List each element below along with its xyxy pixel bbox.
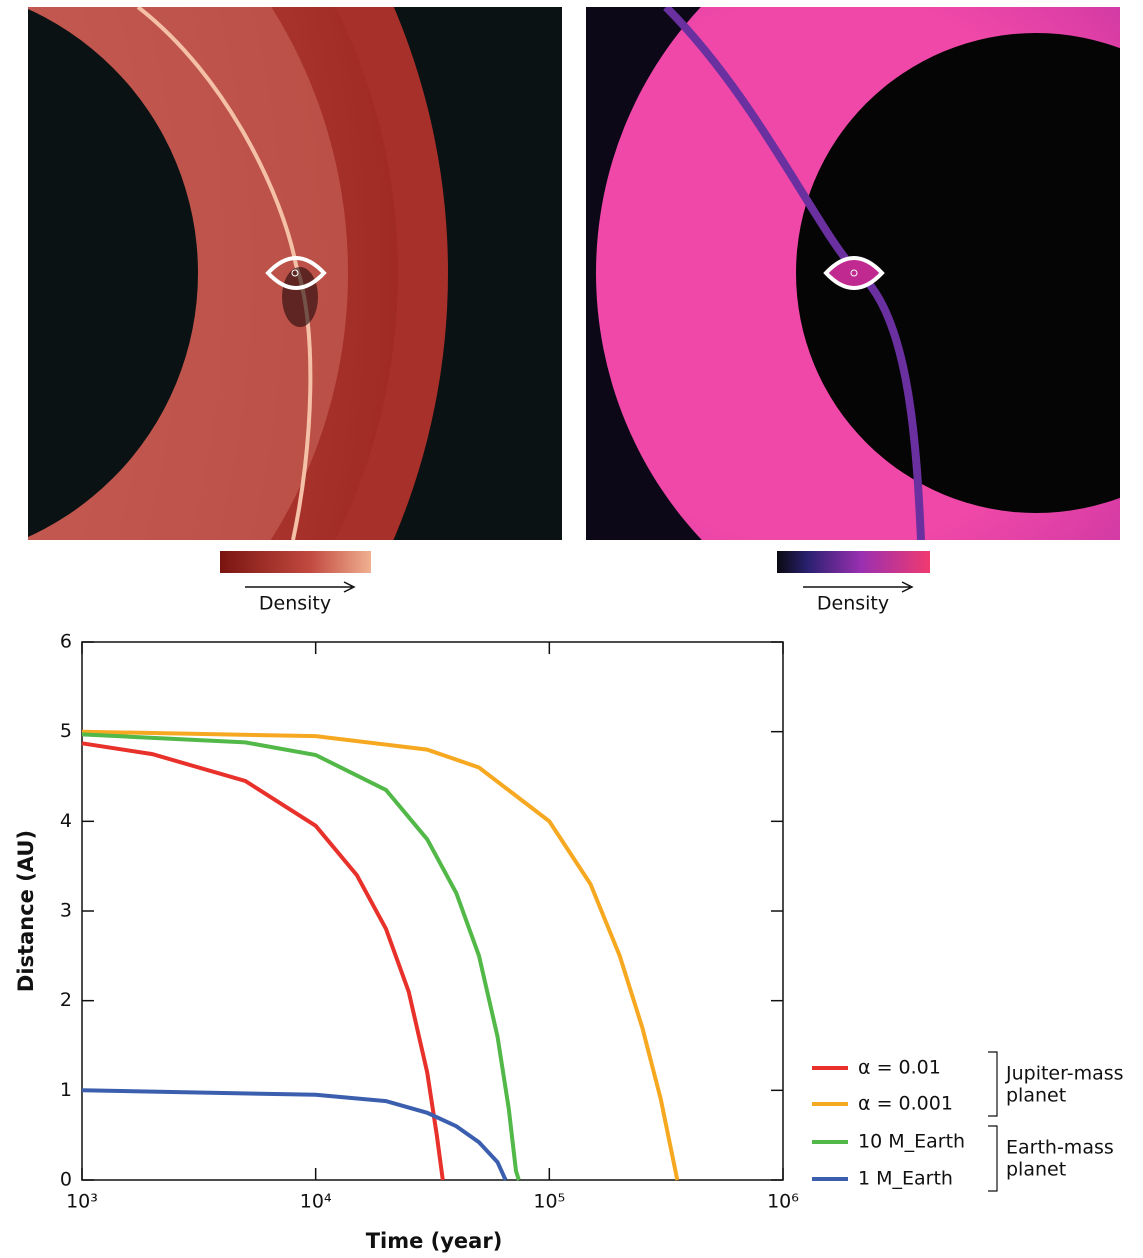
legend-group-label: planet: [1006, 1159, 1066, 1181]
x-tick-label: 10³: [66, 1191, 98, 1213]
y-tick-label: 3: [60, 900, 72, 922]
legend-bracket: [988, 1125, 998, 1192]
x-tick-label: 10⁵: [533, 1191, 565, 1213]
legend-label: α = 0.01: [858, 1057, 941, 1079]
y-tick-label: 5: [60, 720, 72, 742]
legend-bracket: [988, 1051, 998, 1117]
x-tick-label: 10⁴: [300, 1191, 332, 1213]
y-tick-label: 2: [60, 989, 72, 1011]
simulation-image-left: [28, 7, 562, 540]
legend-group-label: planet: [1006, 1085, 1066, 1107]
x-axis-title: Time (year): [366, 1229, 503, 1253]
colorbar: [220, 551, 371, 573]
line: [81, 741, 445, 1181]
line: [81, 732, 521, 1181]
colorbar: [777, 551, 930, 573]
legend-group-label: Earth-mass: [1006, 1137, 1114, 1159]
simulation-image-right: [586, 7, 1120, 540]
y-tick-label: 6: [60, 631, 72, 653]
x-tick-label: 10⁶: [767, 1191, 799, 1213]
legend-label: 1 M_Earth: [858, 1168, 953, 1190]
y-axis-title: Distance (AU): [14, 830, 38, 992]
colorbar-label: Density: [817, 593, 889, 615]
y-tick-label: 1: [60, 1079, 72, 1101]
arrow: [803, 581, 914, 593]
colorbar-label: Density: [259, 593, 331, 615]
arrow: [245, 581, 356, 593]
legend-label: α = 0.001: [858, 1093, 953, 1115]
y-tick-label: 4: [60, 810, 72, 832]
line: [81, 729, 680, 1181]
y-tick-label: 0: [60, 1169, 72, 1191]
line: [81, 1088, 508, 1181]
legend-group-label: Jupiter-mass: [1005, 1063, 1124, 1085]
legend-label: 10 M_Earth: [858, 1131, 965, 1153]
